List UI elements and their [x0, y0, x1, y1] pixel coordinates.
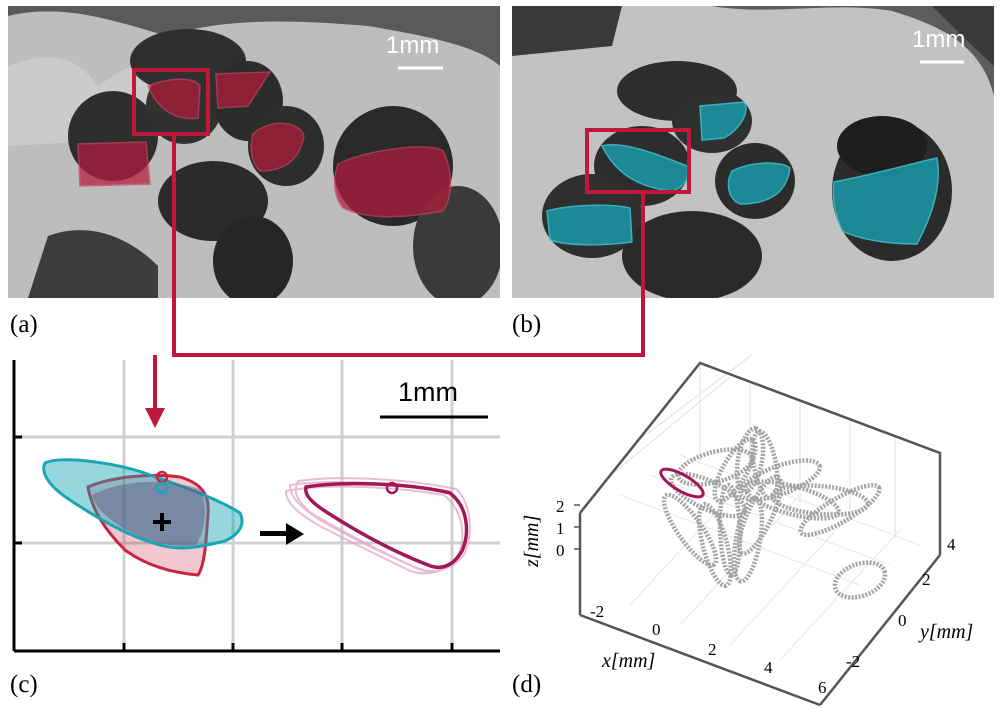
micrograph-b: 1mm: [512, 6, 994, 298]
scale-label-b: 1mm: [912, 26, 966, 53]
scale-label-c: 1mm: [398, 377, 458, 407]
x-tick-2: 2: [708, 640, 717, 659]
panel-label-a: (a): [10, 311, 38, 338]
panel-label-c: (c): [10, 671, 38, 698]
z-axis-label: z[mm]: [521, 515, 543, 568]
z-tick-2: 2: [556, 497, 565, 516]
z-tick-1: 1: [556, 519, 565, 538]
x-tick-0: 0: [652, 620, 661, 639]
plot3d-panel-d: 2 1 0 -2 0 2 4 6 -2 0 2 4 x[mm] y[mm] z[…: [510, 348, 1000, 713]
x-tick-4: 4: [764, 658, 773, 677]
y-tick-0: 0: [898, 611, 907, 630]
contour-panel-c: 1mm: [0, 355, 510, 665]
z-tick-0: 0: [556, 541, 565, 560]
magenta-mean-contour: [303, 481, 469, 570]
y-tick-n2: -2: [846, 652, 860, 671]
scale-label-a: 1mm: [386, 32, 440, 59]
y-tick-2: 2: [922, 570, 931, 589]
plus-icon: [151, 511, 173, 533]
panel-label-d: (d): [512, 671, 542, 698]
micrograph-a: 1mm: [8, 6, 500, 298]
y-axis-label: y[mm]: [918, 621, 973, 643]
x-tick-6: 6: [818, 678, 827, 697]
y-tick-4: 4: [947, 535, 956, 554]
panel-label-b: (b): [512, 311, 542, 338]
arrow-right-icon: [260, 523, 304, 545]
x-axis-label: x[mm]: [601, 650, 655, 672]
x-tick-n2: -2: [590, 602, 604, 621]
